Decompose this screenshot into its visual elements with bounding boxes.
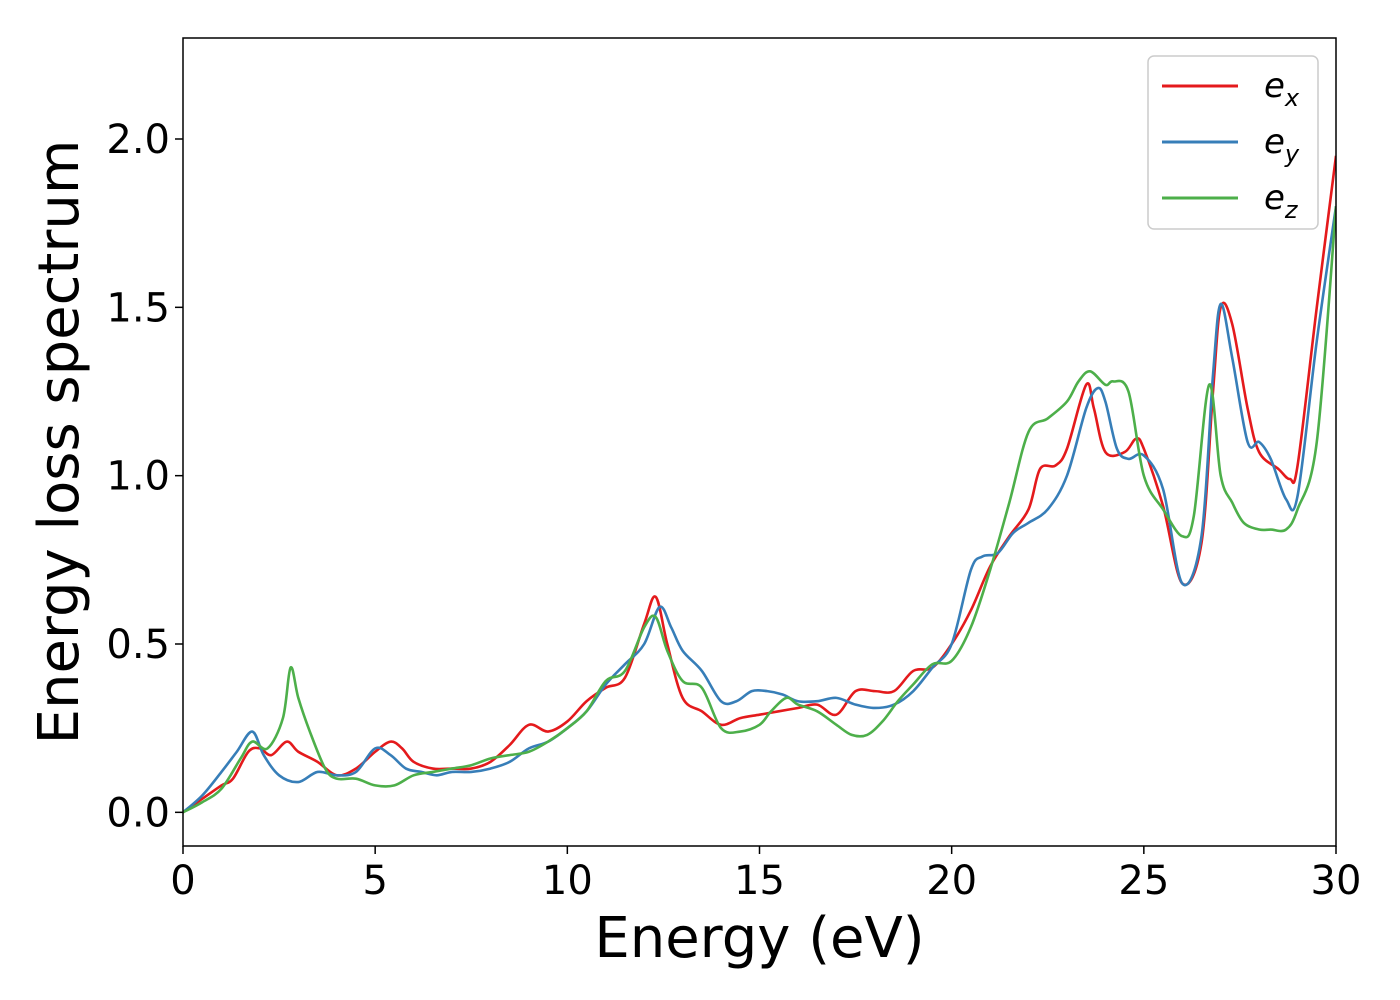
tick-layer: 0 5 10 15 20 25 30 0.0 0.5 1.0 1.5 2.0 [106,117,1361,904]
y-tick-label: 1.5 [106,285,170,331]
x-tick-label: 20 [926,858,977,904]
series-layer [183,155,1336,814]
legend: ex ey ez [1147,55,1319,230]
legend-label-ey: ey [1264,122,1300,168]
x-tick-label: 0 [170,858,195,904]
y-tick-label: 1.0 [106,454,170,500]
y-tick-label: 0.0 [106,790,170,836]
y-tick-label: 2.0 [106,117,170,163]
y-axis-title: Energy loss spectrum [27,140,92,745]
legend-label-ex: ex [1264,66,1300,112]
series-line-ey [183,206,1336,814]
y-tick-label: 0.5 [106,622,170,668]
x-tick-label: 15 [734,858,785,904]
x-tick-label: 25 [1118,858,1169,904]
x-tick-label: 5 [362,858,387,904]
series-line-ez [183,206,1336,814]
x-tick-label: 10 [542,858,593,904]
legend-label-ez: ez [1264,178,1299,224]
x-axis-title: Energy (eV) [594,906,924,971]
x-tick-label: 30 [1311,858,1362,904]
